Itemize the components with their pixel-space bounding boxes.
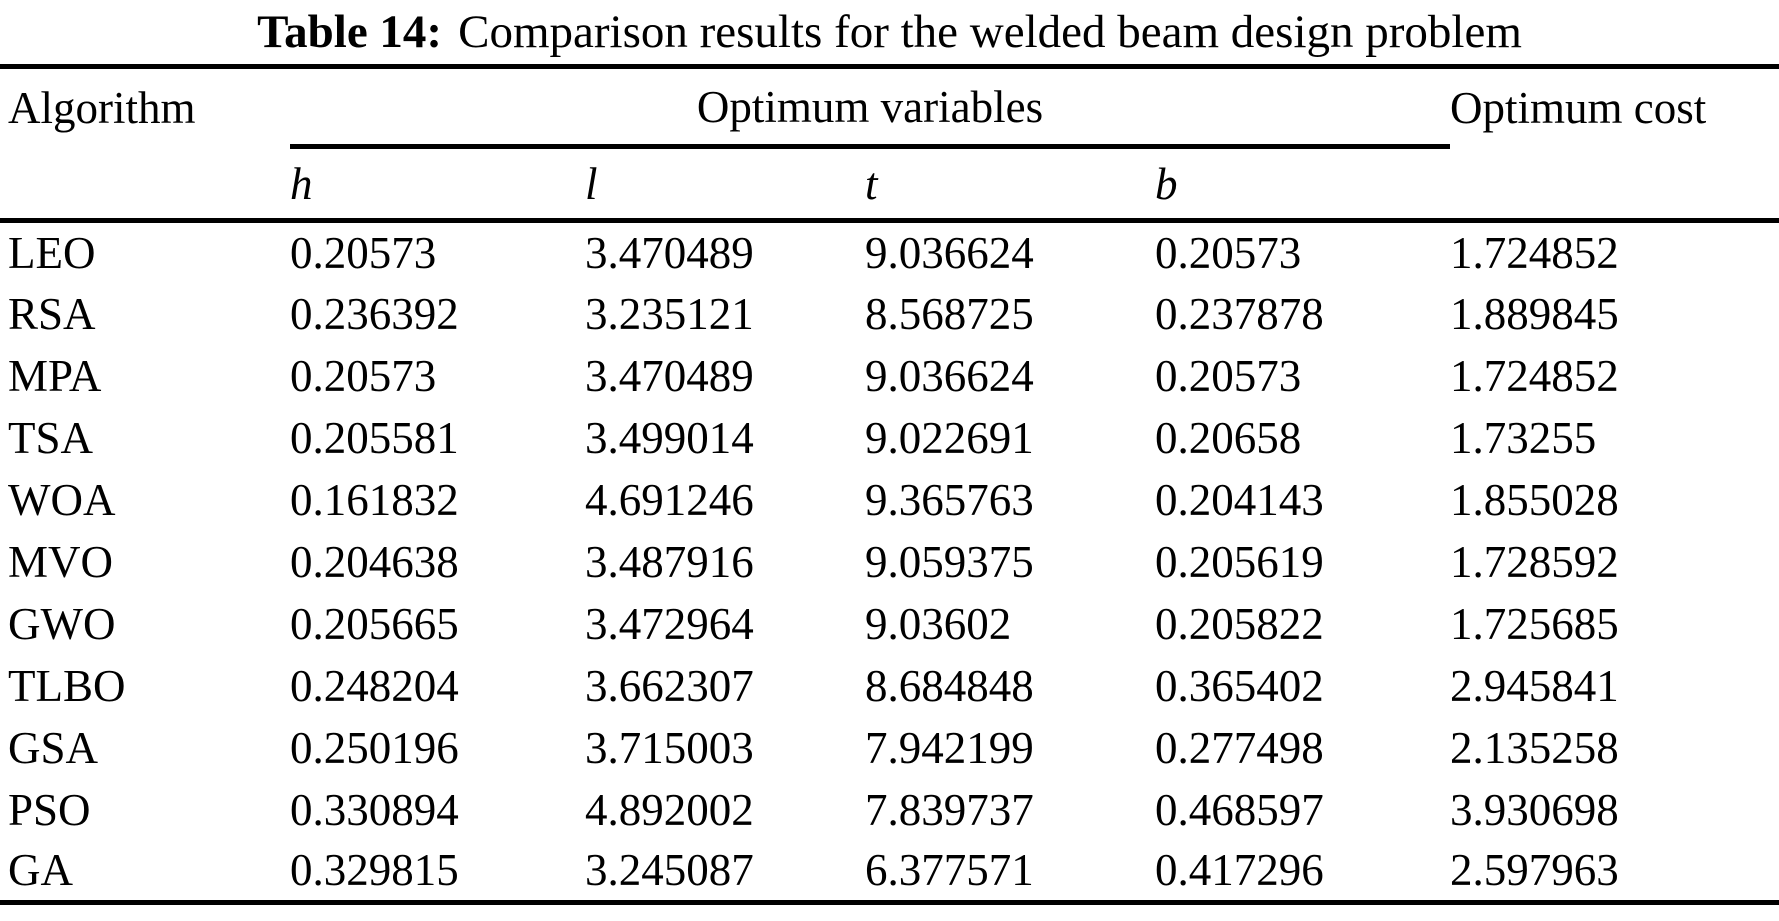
algorithm-cell: TLBO (8, 660, 126, 711)
table-row: LEO 0.20573 3.470489 9.036624 0.20573 1.… (0, 221, 1779, 283)
table-caption-number: Table 14: (257, 6, 443, 58)
l-cell: 4.691246 (585, 474, 754, 525)
comparison-results-table: Algorithm Optimum variables Optimum cost… (0, 64, 1779, 905)
h-cell: 0.236392 (290, 288, 459, 339)
b-cell: 0.468597 (1155, 784, 1324, 835)
t-cell: 9.036624 (865, 227, 1034, 278)
algorithm-cell: RSA (8, 288, 96, 339)
b-cell: 0.20658 (1155, 412, 1302, 463)
h-cell: 0.204638 (290, 536, 459, 587)
cost-cell: 2.945841 (1450, 660, 1619, 711)
b-cell: 0.417296 (1155, 845, 1324, 896)
l-cell: 3.245087 (585, 845, 754, 896)
subheader-spacer-left (0, 146, 290, 223)
t-cell: 7.942199 (865, 722, 1034, 773)
header-row-1: Algorithm Optimum variables Optimum cost (0, 66, 1779, 149)
algorithm-cell: TSA (8, 412, 94, 463)
table-row: MPA 0.20573 3.470489 9.036624 0.20573 1.… (0, 345, 1779, 407)
algorithm-cell: GA (8, 845, 73, 896)
l-cell: 3.470489 (585, 350, 754, 401)
header-row-2: h l t b (0, 146, 1779, 223)
table-row: TLBO 0.248204 3.662307 8.684848 0.365402… (0, 655, 1779, 717)
table-row: WOA 0.161832 4.691246 9.365763 0.204143 … (0, 469, 1779, 531)
h-cell: 0.250196 (290, 722, 459, 773)
table-caption-text: Comparison results for the welded beam d… (458, 6, 1522, 58)
cost-cell: 1.889845 (1450, 288, 1619, 339)
subheader-h: h (290, 146, 585, 223)
l-cell: 4.892002 (585, 784, 754, 835)
l-cell: 3.662307 (585, 660, 754, 711)
t-cell: 8.684848 (865, 660, 1034, 711)
subheader-spacer-right (1450, 146, 1779, 223)
algorithm-cell: PSO (8, 784, 91, 835)
table-row: RSA 0.236392 3.235121 8.568725 0.237878 … (0, 283, 1779, 345)
cost-cell: 1.725685 (1450, 598, 1619, 649)
subheader-t: t (865, 146, 1155, 223)
h-cell: 0.20573 (290, 350, 437, 401)
h-cell: 0.330894 (290, 784, 459, 835)
h-cell: 0.205581 (290, 412, 459, 463)
column-group-header-optimum-variables: Optimum variables (290, 66, 1450, 149)
b-cell: 0.204143 (1155, 474, 1324, 525)
h-cell: 0.205665 (290, 598, 459, 649)
l-cell: 3.487916 (585, 536, 754, 587)
table-row: TSA 0.205581 3.499014 9.022691 0.20658 1… (0, 407, 1779, 469)
h-cell: 0.248204 (290, 660, 459, 711)
t-cell: 8.568725 (865, 288, 1034, 339)
subheader-l: l (585, 146, 865, 223)
b-cell: 0.205822 (1155, 598, 1324, 649)
t-cell: 9.03602 (865, 598, 1012, 649)
algorithm-cell: MPA (8, 350, 102, 401)
cost-cell: 3.930698 (1450, 784, 1619, 835)
column-header-optimum-cost: Optimum cost (1450, 82, 1707, 133)
cost-cell: 1.73255 (1450, 412, 1597, 463)
t-cell: 6.377571 (865, 845, 1034, 896)
t-cell: 9.022691 (865, 412, 1034, 463)
table-row: GWO 0.205665 3.472964 9.03602 0.205822 1… (0, 593, 1779, 655)
cost-cell: 2.597963 (1450, 845, 1619, 896)
algorithm-cell: MVO (8, 536, 114, 587)
b-cell: 0.20573 (1155, 227, 1302, 278)
cost-cell: 1.724852 (1450, 227, 1619, 278)
l-cell: 3.235121 (585, 288, 754, 339)
h-cell: 0.161832 (290, 474, 459, 525)
column-header-algorithm: Algorithm (8, 82, 196, 133)
table-row: GA 0.329815 3.245087 6.377571 0.417296 2… (0, 841, 1779, 903)
l-cell: 3.472964 (585, 598, 754, 649)
t-cell: 7.839737 (865, 784, 1034, 835)
cost-cell: 1.728592 (1450, 536, 1619, 587)
l-cell: 3.715003 (585, 722, 754, 773)
h-cell: 0.329815 (290, 845, 459, 896)
b-cell: 0.237878 (1155, 288, 1324, 339)
algorithm-cell: GSA (8, 722, 99, 773)
table-row: MVO 0.204638 3.487916 9.059375 0.205619 … (0, 531, 1779, 593)
t-cell: 9.365763 (865, 474, 1034, 525)
cost-cell: 1.724852 (1450, 350, 1619, 401)
cost-cell: 2.135258 (1450, 722, 1619, 773)
algorithm-cell: GWO (8, 598, 116, 649)
b-cell: 0.20573 (1155, 350, 1302, 401)
b-cell: 0.277498 (1155, 722, 1324, 773)
table-row: PSO 0.330894 4.892002 7.839737 0.468597 … (0, 779, 1779, 841)
table-caption: Table 14: Comparison results for the wel… (0, 0, 1779, 64)
b-cell: 0.205619 (1155, 536, 1324, 587)
l-cell: 3.470489 (585, 227, 754, 278)
h-cell: 0.20573 (290, 227, 437, 278)
b-cell: 0.365402 (1155, 660, 1324, 711)
l-cell: 3.499014 (585, 412, 754, 463)
t-cell: 9.036624 (865, 350, 1034, 401)
subheader-b: b (1155, 146, 1450, 223)
cost-cell: 1.855028 (1450, 474, 1619, 525)
algorithm-cell: WOA (8, 474, 116, 525)
algorithm-cell: LEO (8, 227, 96, 278)
t-cell: 9.059375 (865, 536, 1034, 587)
table-row: GSA 0.250196 3.715003 7.942199 0.277498 … (0, 717, 1779, 779)
